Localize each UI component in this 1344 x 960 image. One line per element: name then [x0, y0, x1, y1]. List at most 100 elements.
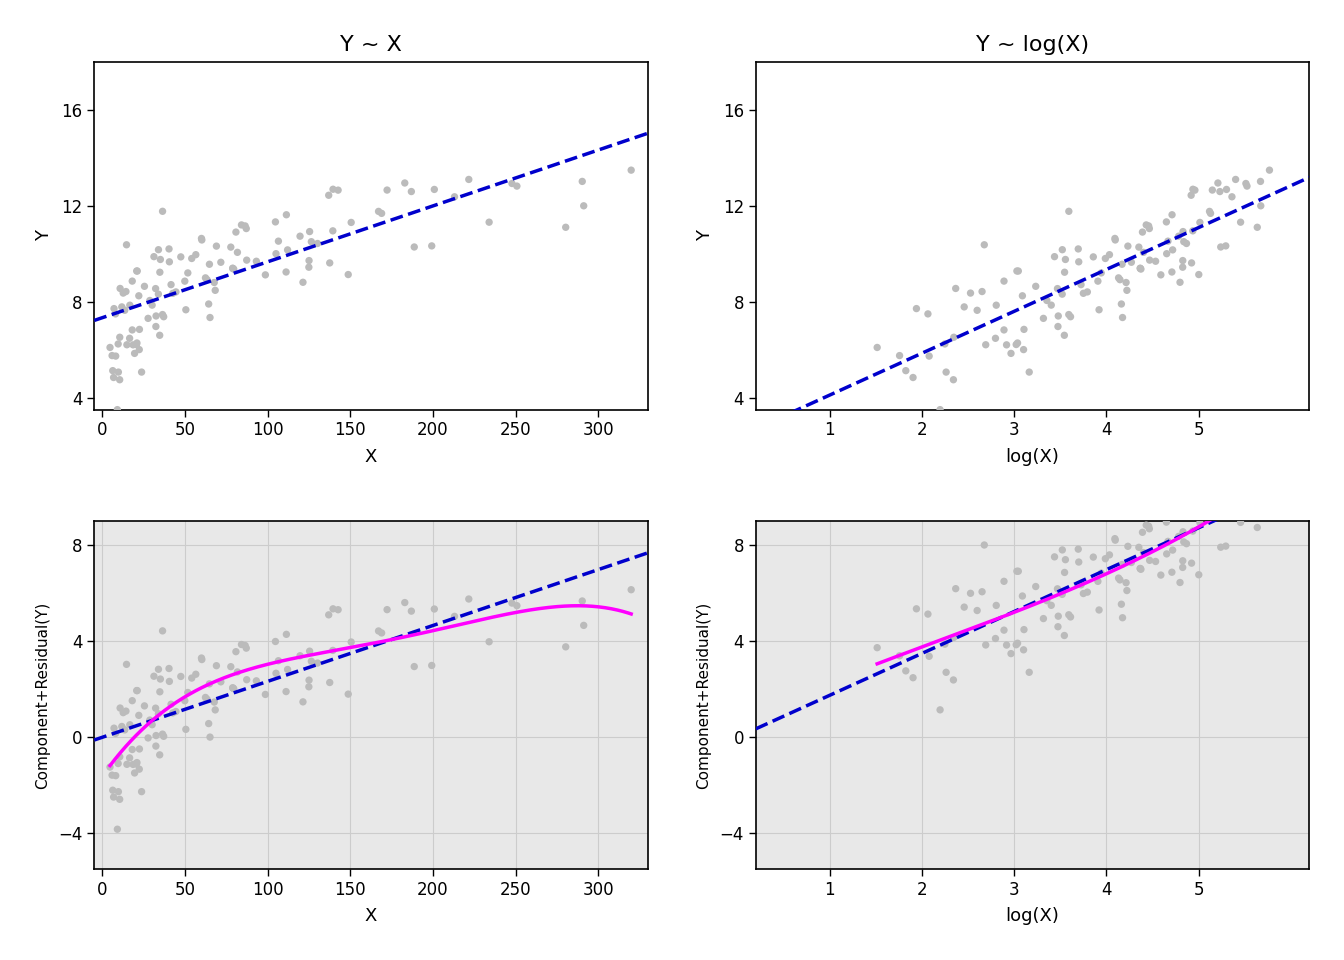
Point	[153, 729, 175, 744]
Point	[1000, 346, 1021, 361]
Point	[112, 300, 133, 315]
Point	[319, 675, 340, 690]
Point	[1180, 187, 1202, 203]
Point	[149, 265, 171, 280]
Point	[113, 285, 134, 300]
Point	[403, 659, 425, 674]
Point	[195, 690, 216, 706]
Point	[996, 337, 1017, 352]
Point	[319, 255, 340, 271]
Point	[198, 716, 219, 732]
Point	[122, 756, 144, 772]
Point	[185, 666, 207, 682]
Point	[985, 298, 1007, 313]
Title: Y ~ X: Y ~ X	[340, 35, 402, 55]
Point	[203, 275, 224, 290]
Point	[1210, 484, 1231, 499]
Point	[159, 241, 180, 256]
Point	[1132, 524, 1153, 540]
Point	[175, 274, 196, 289]
Point	[298, 679, 320, 694]
Point	[1008, 564, 1030, 579]
Point	[246, 253, 267, 269]
Point	[195, 270, 216, 285]
Point	[231, 217, 253, 232]
Point	[444, 189, 465, 204]
Point	[289, 228, 310, 244]
Point	[1047, 319, 1068, 334]
Point	[103, 300, 125, 316]
Point	[1215, 539, 1236, 554]
Point	[235, 640, 257, 656]
Point	[1117, 238, 1138, 253]
Point	[121, 693, 142, 708]
Point	[1210, 540, 1231, 555]
Point	[478, 214, 500, 229]
Point	[1094, 251, 1116, 266]
Point	[113, 705, 134, 720]
Point	[328, 602, 349, 617]
Point	[148, 286, 169, 301]
Point	[152, 727, 173, 742]
Point	[1250, 498, 1271, 514]
Point	[185, 247, 207, 262]
X-axis label: log(X): log(X)	[1005, 907, 1059, 925]
Point	[1173, 534, 1195, 549]
Point	[116, 284, 137, 300]
Point	[1051, 242, 1073, 257]
Point	[148, 242, 169, 257]
X-axis label: X: X	[364, 447, 378, 466]
Point	[323, 601, 344, 616]
Point	[106, 402, 128, 418]
Point	[116, 756, 137, 772]
Point	[120, 298, 141, 313]
Point	[101, 767, 122, 782]
Point	[401, 604, 422, 619]
Point	[159, 674, 180, 689]
Point	[555, 220, 577, 235]
Point	[972, 284, 993, 300]
Point	[966, 603, 988, 618]
Point	[993, 622, 1015, 637]
Point	[1087, 574, 1109, 589]
Title: Y ~ log(X): Y ~ log(X)	[976, 35, 1089, 55]
Point	[101, 348, 122, 363]
Point	[1138, 221, 1160, 236]
Point	[902, 370, 923, 385]
Point	[1222, 189, 1243, 204]
Point	[277, 661, 298, 677]
Point	[196, 272, 218, 287]
Point	[210, 254, 231, 270]
Point	[867, 340, 888, 355]
Point	[571, 593, 593, 609]
Point	[103, 370, 125, 385]
Point	[337, 267, 359, 282]
Point	[109, 792, 130, 807]
Point	[1008, 263, 1030, 278]
Point	[145, 308, 167, 324]
Point	[1005, 637, 1027, 653]
Point	[421, 658, 442, 673]
Point	[1133, 545, 1154, 561]
Point	[121, 742, 142, 757]
Point	[934, 336, 956, 351]
Point	[918, 649, 939, 664]
Point	[116, 704, 137, 719]
Point	[1156, 214, 1177, 229]
Point	[888, 348, 910, 363]
Point	[105, 306, 126, 322]
Point	[945, 280, 966, 296]
Point	[152, 307, 173, 323]
Point	[222, 261, 243, 276]
Point	[1109, 272, 1130, 287]
Point	[220, 659, 242, 674]
Point	[1090, 265, 1111, 280]
Point	[1133, 245, 1154, 260]
Point	[621, 162, 642, 178]
Point	[1138, 521, 1160, 537]
Point	[323, 181, 344, 197]
Point	[1007, 263, 1028, 278]
Point	[1183, 523, 1204, 539]
Point	[206, 658, 227, 673]
Point	[145, 319, 167, 334]
